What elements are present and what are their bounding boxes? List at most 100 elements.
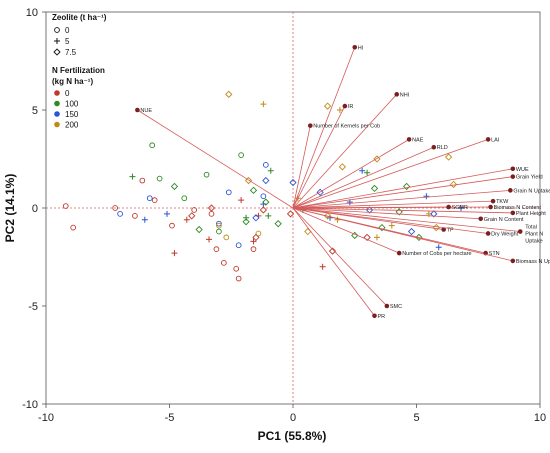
loading-vector-line — [137, 109, 294, 209]
loading-vector-tip — [510, 258, 516, 264]
legend-color-swatch — [54, 90, 60, 96]
observation-point — [319, 263, 326, 270]
observation-point — [338, 163, 347, 171]
loading-vector-tip — [478, 216, 484, 222]
legend-shape-marker — [53, 48, 61, 56]
observation-point — [188, 212, 196, 220]
loading-vector-label: NUE — [140, 108, 152, 114]
loading-vectors: HI NHI IR NUE Number of Kernels per Cob NAE RL… — [135, 44, 550, 320]
legend-color-title: N Fertilization — [52, 66, 105, 75]
observation-point — [402, 182, 411, 191]
observation-point — [388, 222, 395, 229]
loading-vector-label: Total — [525, 225, 537, 231]
observation-point — [255, 230, 262, 237]
observation-point — [259, 206, 267, 214]
legend-color-label: 150 — [65, 110, 79, 119]
loading-vector-label: RLD — [437, 145, 448, 151]
loading-vector-tip — [510, 166, 516, 172]
loading-vector-label: Uptake — [525, 239, 542, 245]
observation-point — [444, 153, 453, 161]
loading-vector-tip — [352, 44, 358, 50]
loading-vector-label: PR — [378, 314, 386, 320]
loading-vector-label: NHI — [400, 92, 410, 98]
y-axis-label: PC2 (14.1%) — [3, 174, 17, 243]
observation-point — [216, 228, 222, 235]
loading-vector-tip — [441, 227, 446, 232]
loading-vector-line — [292, 207, 375, 317]
loading-vector-label: NAE — [412, 137, 424, 143]
observation-point — [235, 242, 242, 249]
legend-color-swatch — [54, 121, 60, 128]
observation-point — [141, 216, 148, 223]
observation-point — [378, 223, 386, 232]
loading-vector-label: Dry Weight — [491, 231, 519, 237]
observation-point — [351, 231, 359, 240]
x-axis-ticks: -10 -5 0 5 10 — [38, 404, 546, 424]
x-tick-label: -10 — [38, 412, 54, 424]
observation-point — [169, 222, 175, 229]
legend-color-subtitle: (kg N ha⁻¹) — [52, 77, 93, 86]
x-axis-label: PC1 (55.8%) — [258, 429, 327, 443]
observation-point — [213, 246, 220, 253]
legend-shape-label: 0 — [65, 26, 70, 35]
observation-point — [203, 171, 210, 178]
loading-vector-line — [292, 176, 513, 209]
loading-vector-line — [292, 139, 410, 209]
loading-vector-label: Number of Kernels per Cob — [313, 124, 380, 130]
legend-color-label: 0 — [65, 89, 70, 98]
loading-vector-label: WUE — [516, 167, 529, 173]
loading-vector-line — [292, 125, 311, 209]
observation-point — [336, 107, 343, 113]
observation-point — [430, 210, 438, 218]
observation-point — [206, 236, 213, 243]
observation-point — [132, 212, 138, 219]
observation-point — [328, 247, 337, 255]
observation-point — [225, 90, 233, 98]
observation-point — [249, 186, 258, 194]
observation-point — [181, 195, 188, 202]
observation-point — [235, 275, 242, 282]
loading-vector-line — [292, 206, 449, 209]
loading-vector-label: Number of Cobs per hectare — [402, 251, 471, 257]
loading-vector-line — [292, 189, 511, 209]
observation-point — [316, 188, 324, 196]
y-tick-label: -10 — [22, 399, 38, 411]
observation-point — [274, 220, 282, 228]
loading-vector-line — [292, 207, 513, 214]
loading-vector-line — [292, 168, 513, 209]
observation-point — [395, 208, 403, 216]
observation-point — [156, 175, 163, 182]
observation-point — [407, 227, 416, 236]
loading-vector-line — [292, 47, 356, 209]
observation-point — [146, 195, 153, 202]
observation-point — [267, 167, 274, 174]
x-tick-label: 5 — [413, 412, 419, 424]
observation-point — [252, 233, 260, 242]
loading-vector-tip — [508, 188, 513, 193]
legend-color-swatch — [54, 111, 60, 117]
observation-points — [62, 90, 464, 282]
loading-vector-line — [292, 207, 481, 220]
observation-point — [244, 176, 253, 185]
observation-point — [151, 197, 158, 204]
loading-vector-line — [292, 207, 489, 234]
observation-point — [70, 224, 77, 231]
observation-point — [363, 233, 371, 242]
loading-vector-label: SCMR — [452, 205, 468, 211]
observation-point — [435, 244, 442, 251]
observation-point — [359, 167, 366, 174]
observation-point — [415, 233, 423, 242]
observation-point — [370, 184, 379, 193]
loading-vector-line — [292, 94, 398, 209]
loading-vector-tip — [490, 198, 496, 204]
observation-point — [373, 234, 380, 241]
loading-vector-label: Plant N — [525, 232, 543, 238]
observation-point — [220, 260, 227, 266]
observation-point — [183, 216, 190, 223]
observation-point — [129, 173, 136, 180]
observation-point — [260, 101, 267, 108]
observation-point — [149, 142, 156, 149]
y-tick-label: -5 — [28, 301, 38, 313]
loading-vector-tip — [431, 144, 437, 150]
